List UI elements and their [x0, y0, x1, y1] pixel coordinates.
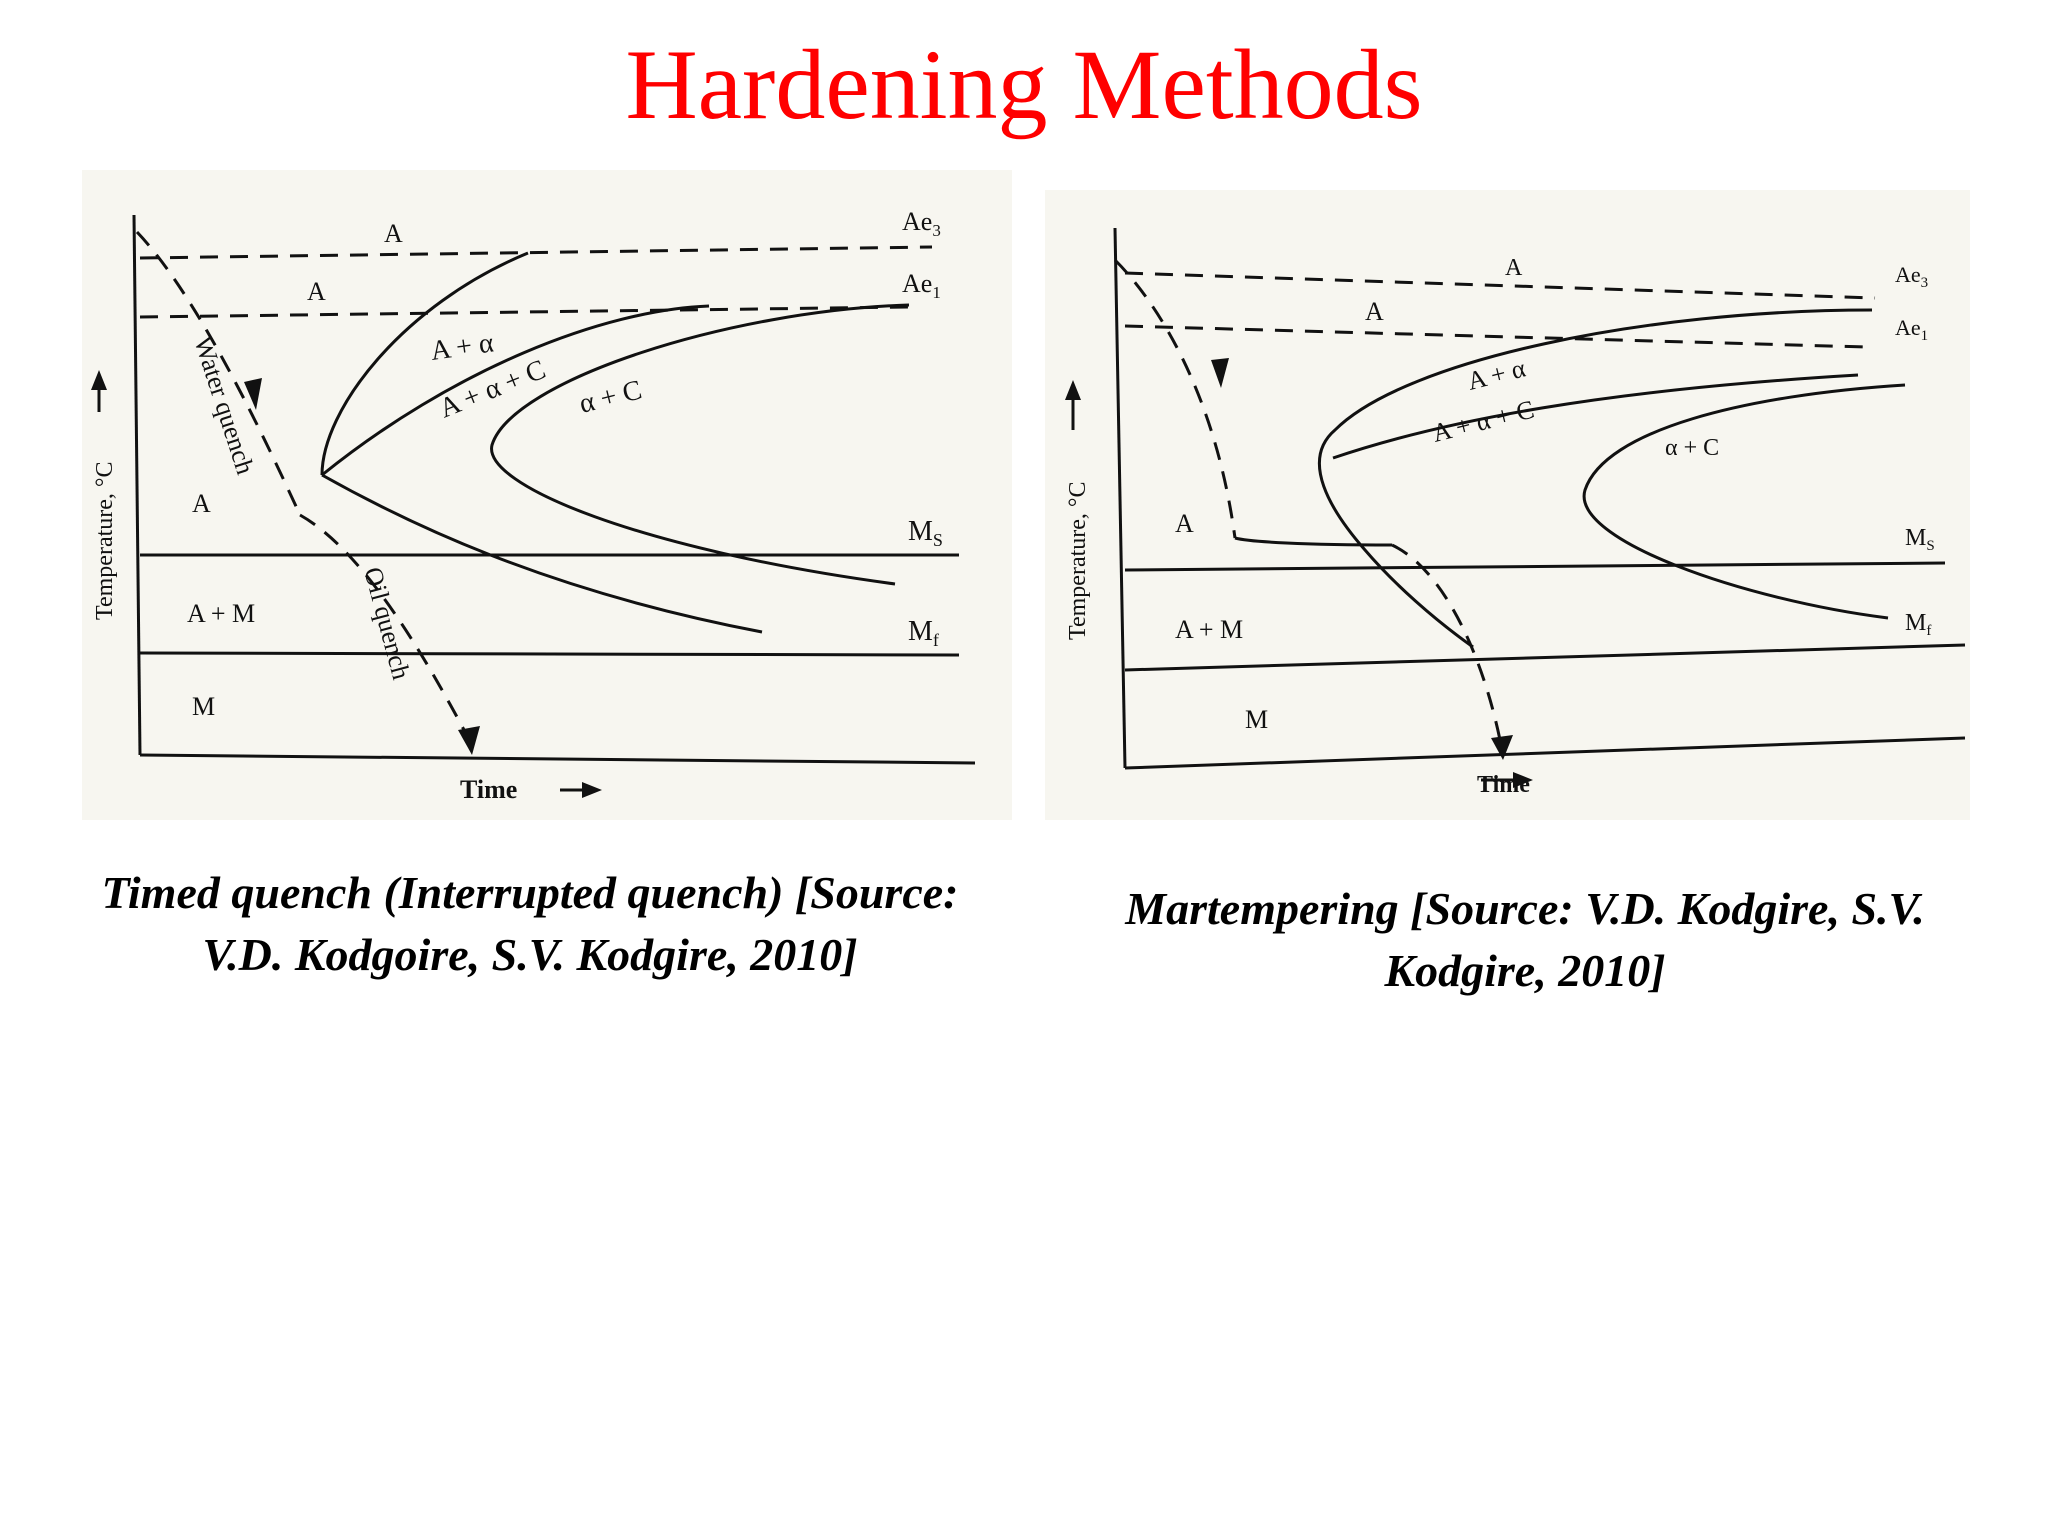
label-a-region: A: [192, 489, 211, 518]
time-arrowhead: [1513, 772, 1533, 788]
water-quench-path: [135, 230, 302, 516]
label-oil-quench: Oil quench: [358, 564, 416, 682]
oil-quench-path: [299, 513, 474, 746]
transformation-start-curve: [320, 251, 529, 476]
martemper-cooling-path: [1113, 258, 1237, 539]
label-ae3: Ae3: [902, 207, 941, 240]
label-ms: MS: [908, 516, 943, 550]
label-a-alpha-c: A + α + C: [1429, 395, 1537, 448]
slide-title: Hardening Methods: [625, 29, 1423, 140]
water-quench-arrowhead: [244, 378, 262, 410]
martempering-svg: A A Ae3 Ae1 A + α A + α + C α + C A MS A…: [1065, 227, 1966, 798]
ae3-line: [1124, 271, 1876, 300]
ae1-line: [139, 305, 910, 319]
final-arrowhead: [1491, 735, 1513, 760]
ae3-line: [139, 245, 933, 260]
y-axis-label: Temperature, °C: [92, 461, 118, 620]
martempering-diagram: A A Ae3 Ae1 A + α A + α + C α + C A MS A…: [1045, 190, 1970, 820]
label-a-region: A: [1175, 509, 1194, 538]
x-axis-label: Time: [1477, 772, 1530, 798]
caption-timed-quench: Timed quench (Interrupted quench) [Sourc…: [101, 867, 959, 980]
y-axis-line: [1113, 227, 1127, 769]
transformation-mid-curve: [1332, 373, 1859, 460]
alpha-c-curve: [1582, 383, 1906, 620]
label-a-top: A: [384, 219, 403, 248]
label-a-m: A + M: [187, 599, 255, 628]
transformation-start-curve: [1317, 308, 1873, 649]
martemper-hold-line: [1234, 536, 1393, 547]
timed-quench-diagram: A A Ae3 Ae1 A + α A + α + C α + C Water …: [82, 170, 1012, 820]
label-mf: Mf: [908, 616, 939, 650]
x-axis-line: [139, 753, 976, 765]
cooling-arrowhead: [1211, 358, 1229, 388]
temp-arrowhead: [1065, 380, 1081, 400]
label-m-region: M: [1245, 705, 1268, 734]
time-arrowhead: [582, 782, 602, 798]
transformation-finish-curve: [321, 473, 763, 634]
label-mf: Mf: [1905, 610, 1931, 639]
alpha-c-curve: [490, 303, 910, 586]
y-axis-line: [132, 214, 142, 756]
mf-line: [139, 651, 960, 657]
caption-martempering: Martempering [Source: V.D. Kodgire, S.V.…: [1125, 883, 1925, 996]
label-alpha-c: α + C: [1665, 435, 1719, 461]
ae1-line: [1124, 324, 1866, 349]
label-a-upper: A: [307, 277, 326, 306]
temp-arrowhead: [91, 370, 107, 390]
label-a-alpha: A + α: [1464, 353, 1528, 395]
label-m-region: M: [192, 692, 215, 721]
mf-line: [1124, 643, 1966, 672]
label-a-alpha: A + α: [429, 327, 496, 367]
ms-line: [1124, 561, 1946, 572]
label-a-m: A + M: [1175, 615, 1243, 644]
y-axis-label: Temperature, °C: [1065, 481, 1091, 640]
label-ae1: Ae1: [1895, 315, 1928, 344]
label-ms: MS: [1905, 525, 1935, 554]
timed-quench-svg: A A Ae3 Ae1 A + α A + α + C α + C Water …: [91, 207, 976, 804]
label-a-upper: A: [1365, 297, 1384, 326]
label-alpha-c: α + C: [576, 374, 645, 419]
label-water-quench: Water quench: [188, 333, 260, 478]
label-ae1: Ae1: [902, 269, 941, 302]
oil-quench-arrowhead: [458, 726, 480, 755]
label-a-alpha-c: A + α + C: [435, 354, 550, 425]
x-axis-line: [1124, 736, 1966, 770]
x-axis-label: Time: [460, 775, 517, 804]
martemper-final-path: [1391, 543, 1504, 751]
label-ae3: Ae3: [1895, 262, 1928, 291]
label-a-top: A: [1505, 255, 1523, 281]
